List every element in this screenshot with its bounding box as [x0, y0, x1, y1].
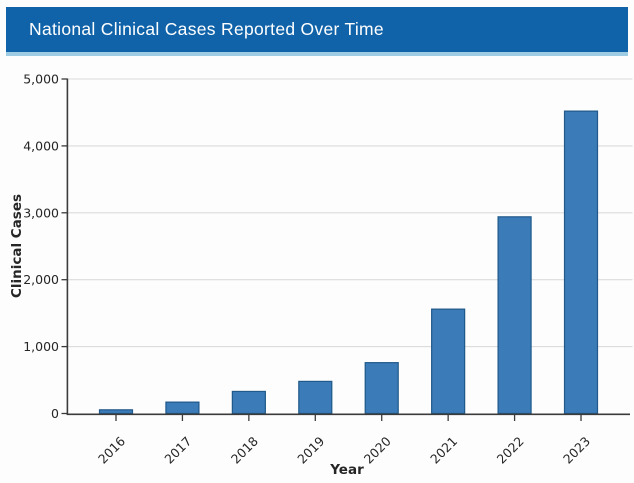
bar-2019 [298, 380, 333, 415]
gridlines [68, 78, 633, 348]
x-tick-label-2023: 2023 [560, 434, 593, 467]
x-tick-label-2021: 2021 [427, 434, 460, 467]
x-axis-title: Year [329, 462, 364, 478]
y-tick-label: 3,000 [23, 205, 59, 220]
y-tick-label: 1,000 [23, 339, 59, 354]
x-tick-label-2022: 2022 [494, 434, 527, 467]
x-tick-label-2016: 2016 [95, 433, 128, 466]
bars [98, 110, 599, 415]
x-tick-label-2020: 2020 [361, 433, 394, 466]
chart-title: National Clinical Cases Reported Over Ti… [29, 19, 384, 39]
bar-2021 [431, 308, 466, 415]
bar-2020 [364, 362, 399, 415]
y-tick-label: 2,000 [23, 272, 59, 287]
chart-title-banner: National Clinical Cases Reported Over Ti… [6, 7, 628, 56]
y-tick-label: 5,000 [23, 72, 59, 87]
bar-2017 [165, 401, 200, 415]
x-tick-label-2018: 2018 [228, 433, 261, 466]
bar-2022 [497, 216, 532, 415]
y-tick-label: 0 [51, 406, 59, 421]
y-tick-label: 4,000 [23, 138, 59, 153]
x-tick-label-2019: 2019 [294, 433, 327, 466]
bar-2018 [231, 390, 266, 415]
bar-2016 [98, 409, 134, 415]
axes [61, 78, 630, 421]
x-tick-label-2017: 2017 [161, 434, 194, 467]
y-axis-title: Clinical Cases [9, 194, 25, 298]
bar-2023 [563, 110, 599, 415]
